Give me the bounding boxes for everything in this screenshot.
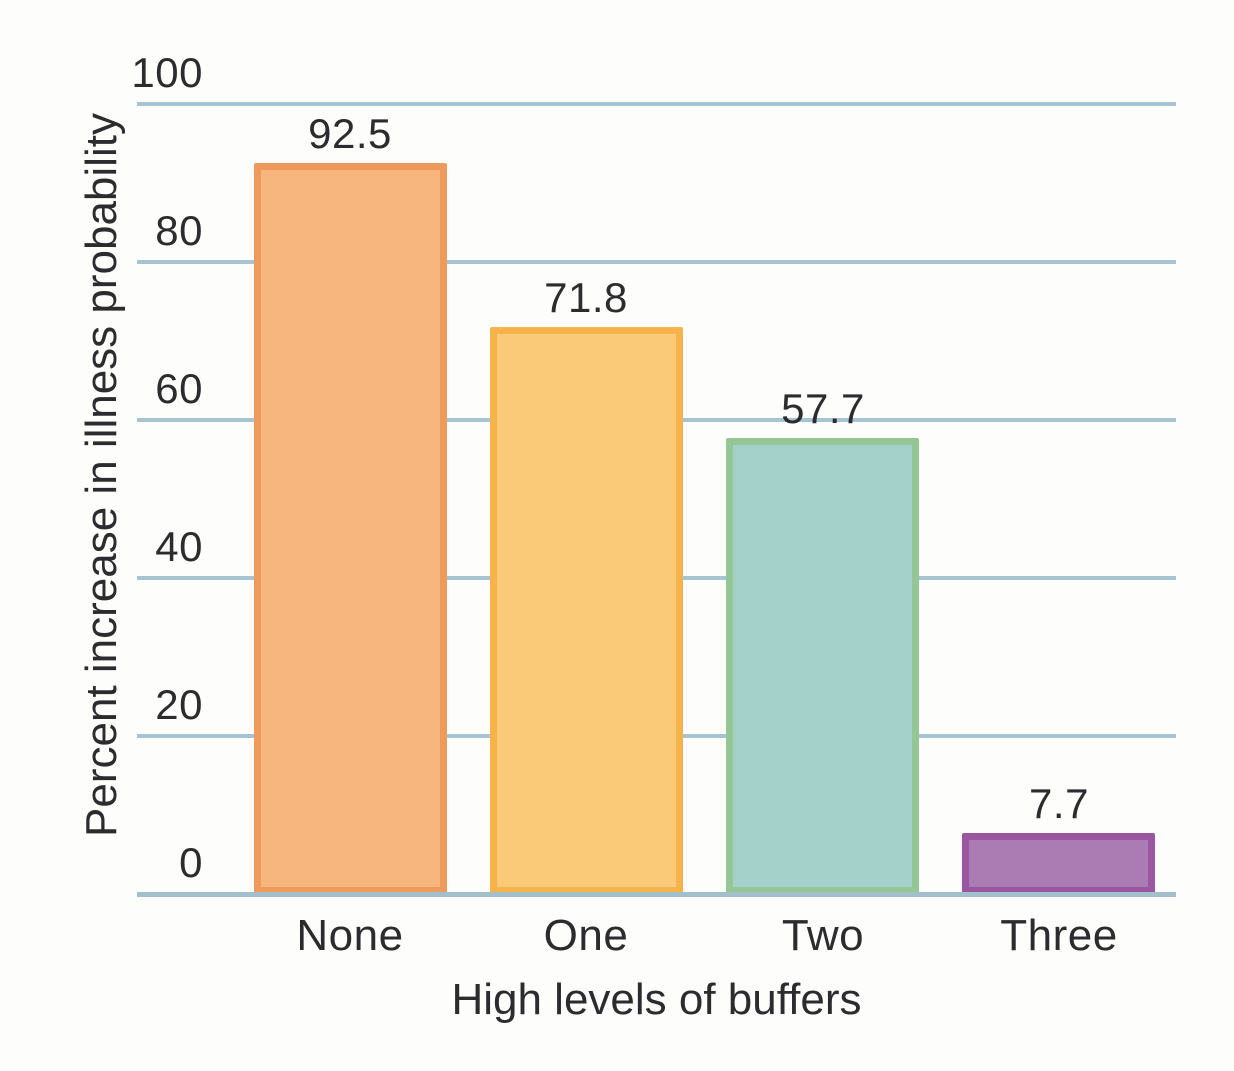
bar-three — [962, 833, 1155, 894]
gridline-80 — [137, 260, 1176, 264]
bar-one — [490, 327, 683, 894]
y-tick-label-80: 80 — [155, 207, 203, 254]
bar-value-label-one: 71.8 — [544, 274, 628, 321]
bar-value-label-two: 57.7 — [781, 385, 865, 432]
bar-two — [726, 438, 919, 894]
x-tick-label-two: Two — [781, 911, 865, 960]
bar-value-label-none: 92.5 — [308, 110, 392, 157]
gridline-100 — [137, 102, 1176, 106]
x-tick-label-none: None — [296, 911, 404, 960]
y-tick-label-40: 40 — [155, 523, 203, 570]
x-axis-line — [137, 892, 1176, 897]
bar-none — [254, 163, 447, 894]
y-tick-label-60: 60 — [155, 365, 203, 412]
y-tick-label-100: 100 — [131, 49, 203, 96]
x-tick-label-one: One — [543, 911, 629, 960]
y-tick-label-20: 20 — [155, 681, 203, 728]
x-axis-title: High levels of buffers — [451, 975, 862, 1024]
y-axis-title: Percent increase in illness probability — [77, 113, 126, 837]
x-tick-label-three: Three — [1000, 911, 1118, 960]
y-tick-label-0: 0 — [179, 839, 203, 886]
bar-value-label-three: 7.7 — [1029, 780, 1089, 827]
